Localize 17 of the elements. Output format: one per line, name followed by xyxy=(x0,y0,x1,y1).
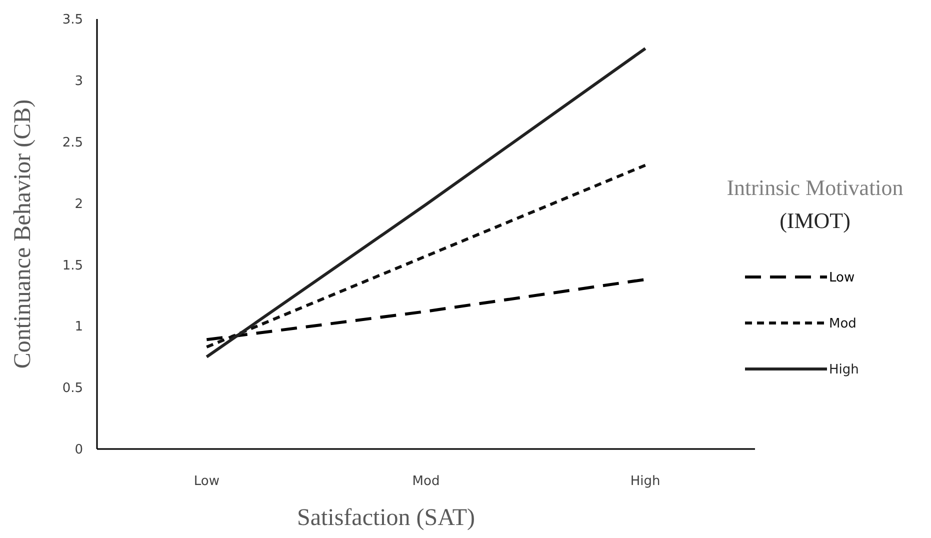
y-tick-label: 2.5 xyxy=(62,135,83,150)
y-tick-label: 1.5 xyxy=(62,258,83,274)
y-tick-label: 3.5 xyxy=(62,12,83,28)
x-tick-label: High xyxy=(630,474,660,489)
y-tick-label: 2 xyxy=(74,196,83,212)
x-tick-label: Low xyxy=(194,474,220,489)
x-axis-title: Satisfaction (SAT) xyxy=(297,505,475,531)
y-tick-label: 0 xyxy=(74,442,83,458)
text: Low xyxy=(829,270,855,286)
legend-title: Intrinsic Motivation (IMOT) xyxy=(726,175,904,233)
text: High xyxy=(829,362,859,378)
y-axis-title: Continuance Behavior (CB) xyxy=(10,99,36,369)
y-tick-label: 0.5 xyxy=(62,381,83,396)
x-tick-label: Mod xyxy=(412,474,440,489)
y-tick-label: 3 xyxy=(74,74,83,89)
text: Mod xyxy=(829,316,856,332)
y-tick-label: 1 xyxy=(74,320,83,335)
